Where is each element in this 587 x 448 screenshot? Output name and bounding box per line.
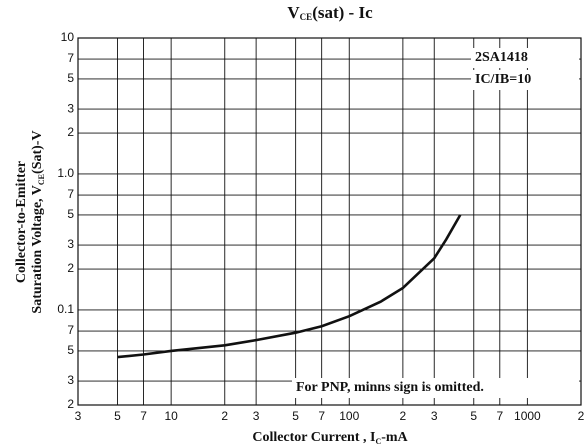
- x-tick-label: 2: [400, 409, 407, 423]
- x-tick-label: 3: [75, 409, 82, 423]
- y-label-line: Collector-to-Emitter: [14, 161, 29, 283]
- y-tick-label: 0.1: [57, 302, 74, 316]
- x-tick-label: 7: [140, 409, 147, 423]
- y-tick-label: 2: [67, 261, 74, 275]
- y-tick-label: 5: [67, 207, 74, 221]
- y-label-text: Saturation Voltage, V: [30, 185, 45, 313]
- y-tick-label: 2: [67, 125, 74, 139]
- x-label-text: -mA: [381, 430, 408, 445]
- y-tick-label: 5: [67, 343, 74, 357]
- y-label-text: (Sat)-V: [30, 130, 45, 174]
- annotation-bg: [471, 70, 579, 90]
- y-tick-label: 7: [67, 51, 74, 65]
- x-label-text: Collector Current , I: [252, 430, 375, 445]
- y-label-line: Saturation Voltage, VCE(Sat)-V: [30, 130, 46, 313]
- x-tick-label: 1000: [514, 409, 541, 423]
- title-text: (sat) - Ic: [312, 3, 373, 22]
- x-tick-label: 7: [496, 409, 503, 423]
- x-tick-label: 5: [114, 409, 121, 423]
- x-tick-label: 5: [292, 409, 299, 423]
- title-sub: CE: [300, 12, 313, 22]
- x-tick-label: 100: [339, 409, 359, 423]
- x-tick-label: 3: [253, 409, 260, 423]
- y-tick-label: 3: [67, 101, 74, 115]
- chart-title: VCE(sat) - Ic: [287, 3, 373, 22]
- annotation: IC/IB=10: [475, 72, 531, 87]
- x-tick-label: 3: [431, 409, 438, 423]
- plot-area: [77, 37, 582, 406]
- x-tick-label: 10: [164, 409, 178, 423]
- annotation-bg: [292, 378, 579, 398]
- title-text: V: [287, 3, 300, 22]
- y-axis-label: Collector-to-Emitter Saturation Voltage,…: [14, 130, 46, 313]
- y-tick-label: 7: [67, 323, 74, 337]
- x-label-sub: C: [375, 437, 381, 446]
- annotation-bg: [471, 48, 579, 68]
- y-tick-label: 5: [67, 71, 74, 85]
- x-tick-label: 2: [578, 409, 585, 423]
- data-line: [117, 214, 462, 359]
- y-tick-label: 3: [67, 237, 74, 251]
- y-label-sub: CE: [37, 174, 46, 185]
- x-axis-label: Collector Current , IC-mA: [252, 430, 408, 446]
- annotation: 2SA1418: [475, 50, 528, 65]
- y-tick-label: 2: [67, 397, 74, 411]
- annotation: For PNP, minns sign is omitted.: [296, 380, 484, 395]
- y-tick-label: 7: [67, 187, 74, 201]
- y-tick-label: 1.0: [57, 166, 74, 180]
- y-tick-label: 3: [67, 373, 74, 387]
- y-tick-label: 10: [61, 30, 75, 44]
- x-tick-label: 7: [318, 409, 325, 423]
- x-tick-label: 2: [221, 409, 228, 423]
- x-tick-label: 5: [470, 409, 477, 423]
